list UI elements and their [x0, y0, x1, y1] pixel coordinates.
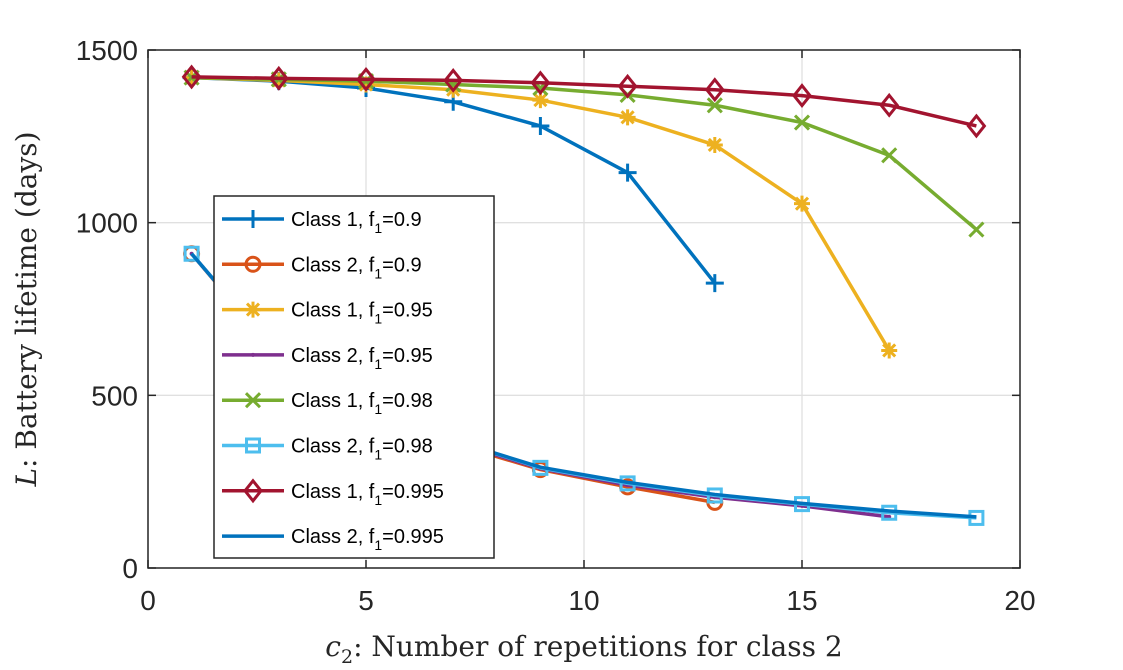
- data-point: [618, 163, 637, 182]
- data-point: [532, 92, 549, 109]
- y-tick-label: 1000: [76, 208, 138, 239]
- data-point: [356, 66, 376, 92]
- x-tick-label: 0: [140, 585, 156, 616]
- legend-item: Class 2, f1=0.995: [222, 526, 444, 553]
- legend-label: Class 2, f1=0.95: [291, 345, 433, 372]
- data-point: [966, 113, 987, 139]
- legend-item: Class 1, f1=0.98: [222, 390, 433, 417]
- legend-label: Class 1, f1=0.9: [291, 209, 422, 236]
- data-point: [245, 301, 261, 318]
- legend-item: Class 2, f1=0.9: [222, 254, 422, 281]
- x-tick-label: 5: [358, 585, 374, 616]
- legend-label: Class 2, f1=0.995: [291, 526, 444, 553]
- y-tick-label: 1500: [76, 35, 138, 66]
- data-point: [268, 65, 289, 91]
- data-point: [443, 67, 464, 93]
- data-point: [183, 245, 200, 262]
- data-point: [617, 73, 638, 99]
- legend-item: Class 1, f1=0.9: [222, 209, 422, 236]
- data-point: [181, 64, 202, 90]
- data-point: [794, 195, 810, 212]
- series-line: [191, 75, 977, 128]
- legend: Class 1, f1=0.9 Class 2, f1=0.9 Class 1, f…: [213, 195, 495, 559]
- data-point: [705, 274, 724, 293]
- series-7: [181, 64, 987, 139]
- y-tick-label: 0: [122, 553, 138, 584]
- data-point: [244, 210, 262, 228]
- legend-label: Class 1, f1=0.95: [291, 300, 433, 327]
- legend-item: Class 1, f1=0.95: [222, 300, 433, 327]
- data-point: [792, 83, 812, 108]
- data-point: [244, 255, 262, 273]
- data-point: [531, 116, 550, 135]
- data-point: [251, 352, 255, 357]
- data-point: [706, 97, 723, 114]
- x-axis-label: c2: Number of repetitions for class 2: [325, 630, 842, 668]
- x-tick-label: 10: [568, 585, 599, 616]
- data-point: [704, 77, 725, 103]
- data-point: [245, 437, 261, 454]
- data-point: [358, 76, 374, 93]
- legend-box: [213, 195, 495, 559]
- x-tick-label: 20: [1004, 585, 1035, 616]
- legend-label: Class 1, f1=0.98: [291, 390, 433, 417]
- legend-item: Class 1, f1=0.995: [222, 478, 444, 508]
- data-point: [881, 342, 898, 359]
- data-point: [244, 392, 262, 409]
- axis-ticks: 0 5 10 15 20 0 500 1000 1500: [76, 35, 1036, 616]
- y-axis-label: L: Battery lifetime (days): [10, 131, 43, 487]
- x-tick-label: 15: [786, 585, 817, 616]
- legend-label: Class 2, f1=0.98: [291, 436, 433, 463]
- data-point: [881, 147, 898, 164]
- data-point: [530, 70, 551, 96]
- data-point: [619, 109, 636, 126]
- data-point: [968, 221, 985, 238]
- data-point: [879, 92, 900, 118]
- legend-label: Class 1, f1=0.995: [291, 481, 444, 508]
- legend-label: Class 2, f1=0.9: [291, 254, 422, 281]
- legend-item: Class 2, f1=0.95: [222, 345, 433, 372]
- data-point: [793, 114, 811, 131]
- legend-item: Class 2, f1=0.98: [222, 436, 433, 463]
- y-tick-label: 500: [91, 380, 138, 411]
- data-point: [243, 478, 263, 504]
- data-point: [706, 136, 723, 153]
